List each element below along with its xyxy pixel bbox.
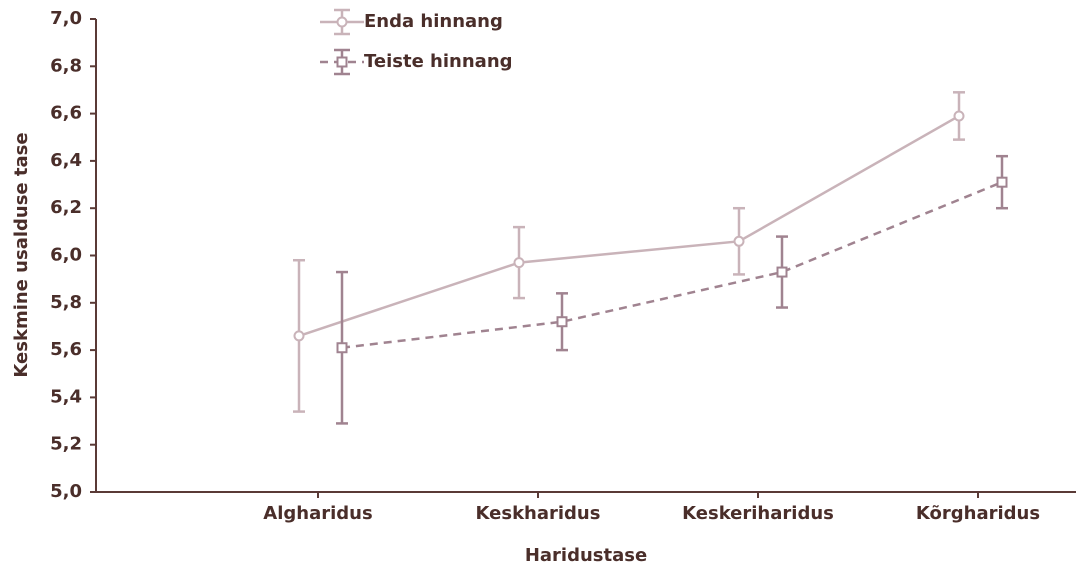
y-tick-label: 6,4	[50, 150, 82, 171]
point	[733, 235, 745, 247]
legend-label: Teiste hinnang	[364, 51, 513, 72]
y-tick-label: 6,2	[50, 197, 82, 218]
point	[996, 176, 1008, 188]
y-tick-label: 6,6	[50, 103, 82, 124]
legend-marker	[336, 56, 348, 68]
series-line	[298, 114, 960, 338]
point	[953, 110, 965, 122]
y-tick-label: 7,0	[50, 8, 82, 29]
y-tick-label: 5,8	[50, 292, 82, 313]
y-tick-label: 5,0	[50, 481, 82, 502]
legend-label: Enda hinnang	[364, 11, 503, 32]
y-tick-label: 6,8	[50, 55, 82, 76]
y-tick-label: 5,6	[50, 339, 82, 360]
x-tick-label: Keskharidus	[476, 503, 601, 524]
x-axis-label: Haridustase	[525, 545, 647, 566]
x-tick-label: Keskeriharidus	[682, 503, 834, 524]
point	[293, 330, 305, 342]
x-tick-label: Kõrgharidus	[916, 503, 1040, 524]
point	[776, 266, 788, 278]
legend-marker	[336, 16, 348, 28]
series-line	[341, 181, 1003, 349]
point	[513, 257, 525, 269]
y-tick-label: 5,2	[50, 434, 82, 455]
y-tick-label: 5,4	[50, 386, 82, 407]
y-tick-label: 6,0	[50, 245, 82, 266]
y-axis-label: Keskmine usalduse tase	[11, 132, 32, 377]
point	[556, 316, 568, 328]
point	[336, 342, 348, 354]
x-tick-label: Algharidus	[263, 503, 372, 524]
